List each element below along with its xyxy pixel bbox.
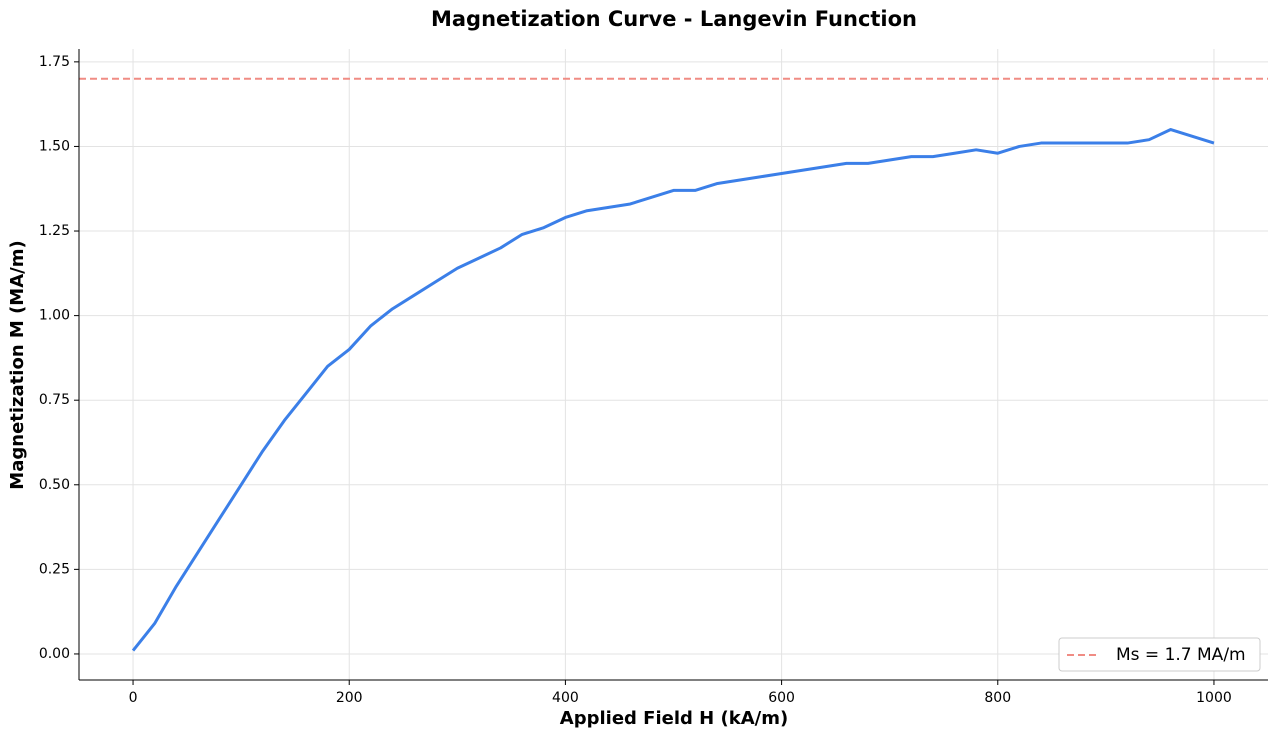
chart-title: Magnetization Curve - Langevin Function <box>431 7 917 31</box>
y-tick-label: 0.00 <box>39 646 70 662</box>
y-tick-label: 0.75 <box>39 392 70 408</box>
y-tick-label: 1.00 <box>39 308 70 324</box>
legend-box <box>1058 637 1261 672</box>
x-tick-label: 0 <box>129 690 138 706</box>
y-tick-label: 0.50 <box>39 477 70 493</box>
y-axis-label: Magnetization M (MA/m) <box>7 240 28 489</box>
data-line <box>131 128 1215 652</box>
y-tick-label: 1.25 <box>39 223 70 239</box>
x-axis-label: Applied Field H (kA/m) <box>560 708 788 729</box>
legend-label: Ms = 1.7 MA/m <box>1116 645 1246 665</box>
x-tick-label: 1000 <box>1196 690 1232 706</box>
y-tick-label: 1.50 <box>39 138 70 154</box>
x-tick-label: 200 <box>336 690 363 706</box>
x-tick-label: 800 <box>984 690 1011 706</box>
x-tick-label: 400 <box>552 690 579 706</box>
y-tick-label: 1.75 <box>39 54 70 70</box>
x-tick-label: 600 <box>768 690 795 706</box>
y-tick-label: 0.25 <box>39 561 70 577</box>
